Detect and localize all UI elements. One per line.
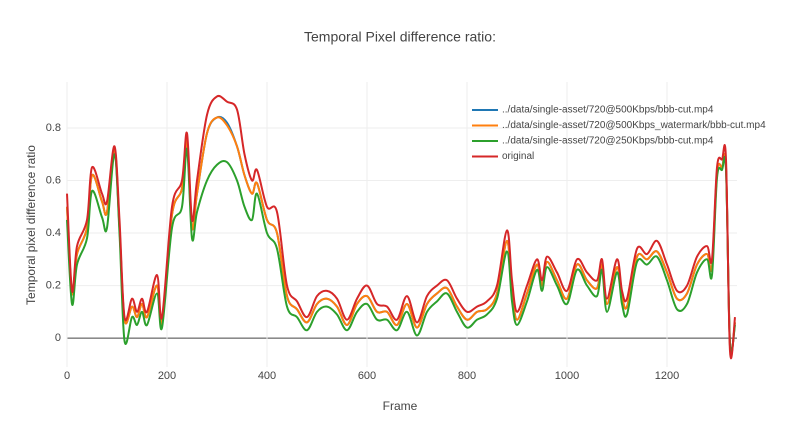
legend-label: ../data/single-asset/720@500Kbps/bbb-cut… xyxy=(502,105,714,116)
x-tick-label: 0 xyxy=(64,370,70,382)
plot-lines xyxy=(66,94,736,360)
y-tick-label: 0.8 xyxy=(46,122,61,134)
y-tick-label: 0.4 xyxy=(46,227,61,239)
legend-label: ../data/single-asset/720@250Kbps/bbb-cut… xyxy=(502,136,714,147)
x-tick-label: 800 xyxy=(458,370,476,382)
x-tick-label: 600 xyxy=(358,370,376,382)
x-tick-label: 200 xyxy=(158,370,176,382)
x-tick-label: 1200 xyxy=(655,370,679,382)
legend: ../data/single-asset/720@500Kbps/bbb-cut… xyxy=(472,105,766,162)
x-tick-label: 1000 xyxy=(555,370,579,382)
series-line xyxy=(66,94,736,360)
series-line xyxy=(66,116,736,355)
y-axis-title: Temporal pixel difference ratio xyxy=(24,145,38,305)
y-tick-label: 0 xyxy=(55,332,61,344)
y-tick-label: 0.6 xyxy=(46,174,61,186)
x-tick-label: 400 xyxy=(258,370,276,382)
x-axis-title: Frame xyxy=(383,399,418,413)
legend-label: ../data/single-asset/720@500Kbps_waterma… xyxy=(502,120,766,131)
series-line xyxy=(66,147,736,353)
chart-title: Temporal Pixel difference ratio: xyxy=(304,29,496,45)
legend-label: original xyxy=(502,151,534,162)
y-tick-label: 0.2 xyxy=(46,279,61,291)
